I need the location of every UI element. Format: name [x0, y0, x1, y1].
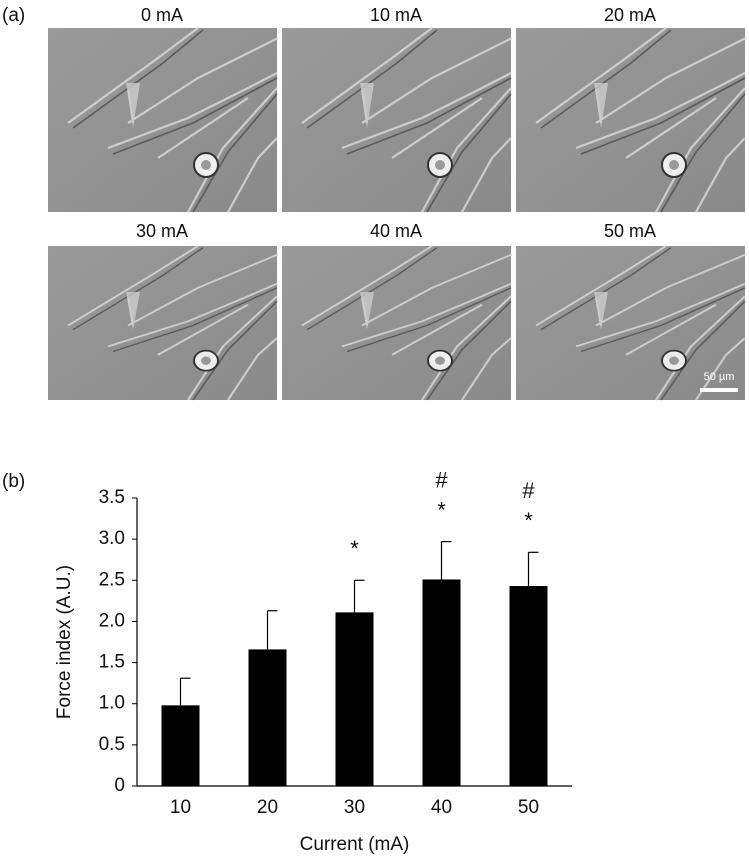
bar: [248, 649, 287, 786]
y-axis-title: Force index (A.U.): [54, 565, 75, 719]
significance-mark: *: [437, 497, 446, 522]
y-tick-label: 3.0: [99, 528, 125, 549]
micrograph: [280, 26, 514, 214]
x-tick-label: 30: [344, 797, 365, 818]
micrograph: [514, 26, 748, 214]
significance-mark: *: [350, 536, 359, 561]
x-tick-label: 50: [518, 797, 539, 818]
micrograph: [46, 26, 280, 214]
y-tick-label: 0: [114, 775, 125, 796]
y-tick-label: 1.5: [99, 652, 125, 673]
micrograph-grid: 0 mA 10 mA 20 mA 30 mA 40 mA 50 mA 50 µm: [46, 5, 748, 402]
y-tick-label: 0.5: [99, 734, 125, 755]
image-title: 10 mA: [370, 5, 422, 25]
image-title: 30 mA: [136, 221, 188, 241]
significance-mark: #: [522, 478, 535, 503]
y-tick-label: 1.0: [99, 693, 125, 714]
image-title: 20 mA: [604, 5, 656, 25]
x-axis-title: Current (mA): [300, 834, 410, 855]
image-title: 0 mA: [141, 5, 183, 25]
bar: [335, 612, 374, 786]
x-tick-label: 20: [257, 797, 278, 818]
y-tick-label: 2.5: [99, 569, 125, 590]
x-tick-label: 40: [431, 797, 452, 818]
panel-label: (a): [2, 5, 25, 26]
significance-mark: #: [435, 467, 448, 492]
bar-chart: 0 0.5 1.0 1.5 2.0 2.5 3.0 3.5 Current (mA) Force …: [54, 467, 572, 855]
image-title: 50 mA: [604, 221, 656, 241]
y-tick-label: 3.5: [99, 487, 125, 508]
micrograph: [46, 244, 280, 402]
x-tick-label: 10: [170, 797, 191, 818]
bar: [161, 705, 200, 786]
y-tick-label: 2.0: [99, 610, 125, 631]
bar: [509, 586, 548, 786]
scale-bar-label: 50 µm: [704, 371, 735, 383]
panel-label: (b): [2, 471, 25, 492]
scale-bar: [700, 388, 738, 392]
bar: [422, 579, 461, 786]
micrograph: [280, 244, 514, 402]
significance-mark: *: [524, 508, 533, 533]
image-title: 40 mA: [370, 221, 422, 241]
